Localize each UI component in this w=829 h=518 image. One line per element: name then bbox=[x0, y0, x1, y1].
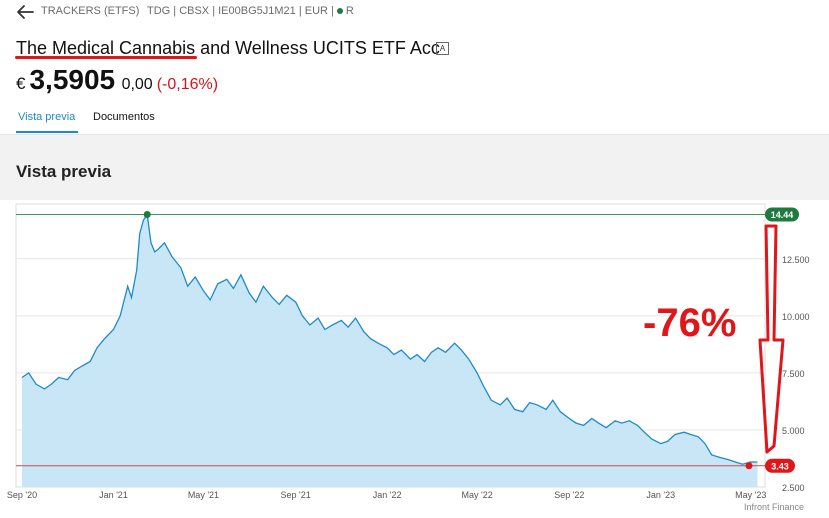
y-tick-label: 2.500 bbox=[782, 483, 805, 493]
breadcrumb-status: R bbox=[345, 5, 354, 17]
market-status-icon bbox=[336, 7, 343, 14]
section-header-band bbox=[0, 134, 829, 200]
y-tick-label: 7.500 bbox=[782, 369, 805, 379]
last-value-badge bbox=[765, 458, 795, 473]
title-highlight-underline bbox=[15, 56, 197, 59]
section-title: Vista previa bbox=[16, 162, 112, 181]
x-tick-label: May '21 bbox=[188, 490, 219, 500]
page-title: The Medical Cannabis and Wellness UCITS … bbox=[16, 38, 440, 58]
x-tick-label: Sep '20 bbox=[7, 490, 37, 500]
x-tick-label: Jan '23 bbox=[646, 490, 675, 500]
breadcrumb-codes: TDG | CBSX | IE00BG5J1M21 | EUR | bbox=[147, 5, 334, 17]
x-tick-label: Sep '22 bbox=[554, 490, 584, 500]
tab-vista-previa[interactable]: Vista previa bbox=[18, 111, 76, 123]
currency-symbol: € bbox=[16, 74, 26, 93]
x-tick-label: Jan '21 bbox=[99, 490, 128, 500]
last-value-label: 3.43 bbox=[771, 461, 789, 471]
price-change: 0,00 bbox=[121, 76, 153, 93]
back-arrow-icon[interactable] bbox=[15, 3, 35, 21]
active-tab-indicator bbox=[16, 131, 78, 133]
price-chart-svg[interactable]: 12.500 10.000 7.500 5.000 2.500 Sep '20 Jan '2… bbox=[0, 200, 829, 518]
x-tick-label: May '22 bbox=[461, 490, 492, 500]
y-tick-label: 12.500 bbox=[782, 255, 810, 265]
max-point-marker bbox=[143, 210, 151, 218]
max-value-label: 14.44 bbox=[771, 210, 794, 220]
price-change-percent: (-0,16%) bbox=[156, 76, 219, 93]
share-class-badge: A bbox=[436, 42, 449, 55]
drop-arrow-icon bbox=[758, 224, 785, 454]
y-tick-label: 5.000 bbox=[782, 426, 805, 436]
x-tick-label: Jan '22 bbox=[373, 490, 402, 500]
last-price: 3,5905 bbox=[29, 64, 116, 95]
breadcrumb-identifiers: TDG | CBSX | IE00BG5J1M21 | EUR | R bbox=[147, 5, 354, 17]
price-chart[interactable]: 12.500 10.000 7.500 5.000 2.500 Sep '20 Jan '2… bbox=[0, 200, 829, 518]
series-line bbox=[21, 212, 758, 465]
max-value-badge bbox=[765, 207, 799, 222]
x-tick-label: Sep '21 bbox=[281, 490, 311, 500]
decline-annotation: -76% bbox=[643, 301, 736, 345]
breadcrumb: TRACKERS (ETFS) TDG | CBSX | IE00BG5J1M2… bbox=[0, 0, 829, 24]
x-tick-label: May '23 bbox=[735, 490, 766, 500]
y-tick-label: 10.000 bbox=[782, 312, 810, 322]
breadcrumb-category[interactable]: TRACKERS (ETFS) bbox=[41, 5, 140, 17]
last-point-marker bbox=[745, 462, 753, 470]
tab-documentos[interactable]: Documentos bbox=[93, 111, 155, 123]
chart-credit: Infront Finance bbox=[744, 502, 804, 512]
price-quote: €3,5905 0,00 (-0,16%) bbox=[16, 64, 218, 96]
